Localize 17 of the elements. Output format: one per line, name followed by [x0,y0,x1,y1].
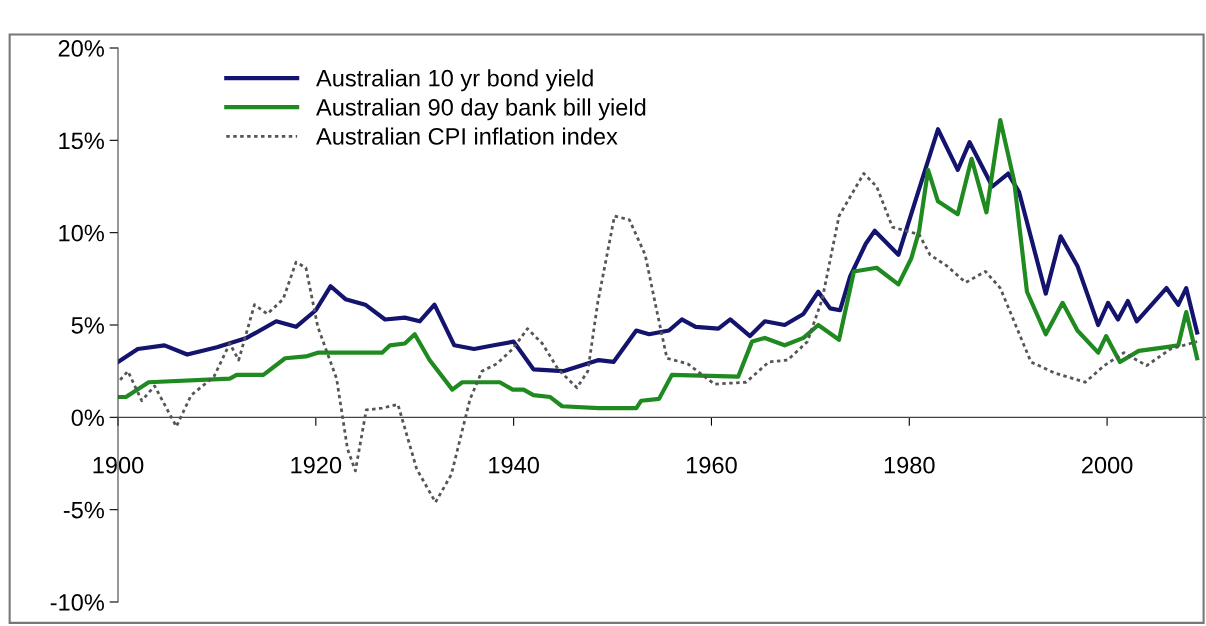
x-tick-label: 1960 [686,456,737,474]
x-tick-label: 1900 [93,456,144,474]
y-tick-label: -10% [50,594,104,611]
x-tick-label: 2000 [1082,456,1133,474]
y-tick-label: 5% [71,317,104,334]
x-tick-label: 1980 [884,456,935,474]
y-tick-label: 15% [59,132,104,150]
y-tick-label: 10% [59,224,104,242]
y-tick-label: 20% [58,40,104,57]
x-tick-label: 1920 [291,456,342,474]
legend-label: Australian 90 day bank bill yield [316,98,646,121]
y-tick-label: 0% [71,409,104,427]
y-tick-label: -5% [63,501,104,519]
legend-label: Australian CPI inflation index [316,127,618,145]
x-tick-label: 1940 [489,456,539,474]
legend-label: Australian 10 yr bond yield [316,69,593,92]
line-series [118,127,1200,374]
